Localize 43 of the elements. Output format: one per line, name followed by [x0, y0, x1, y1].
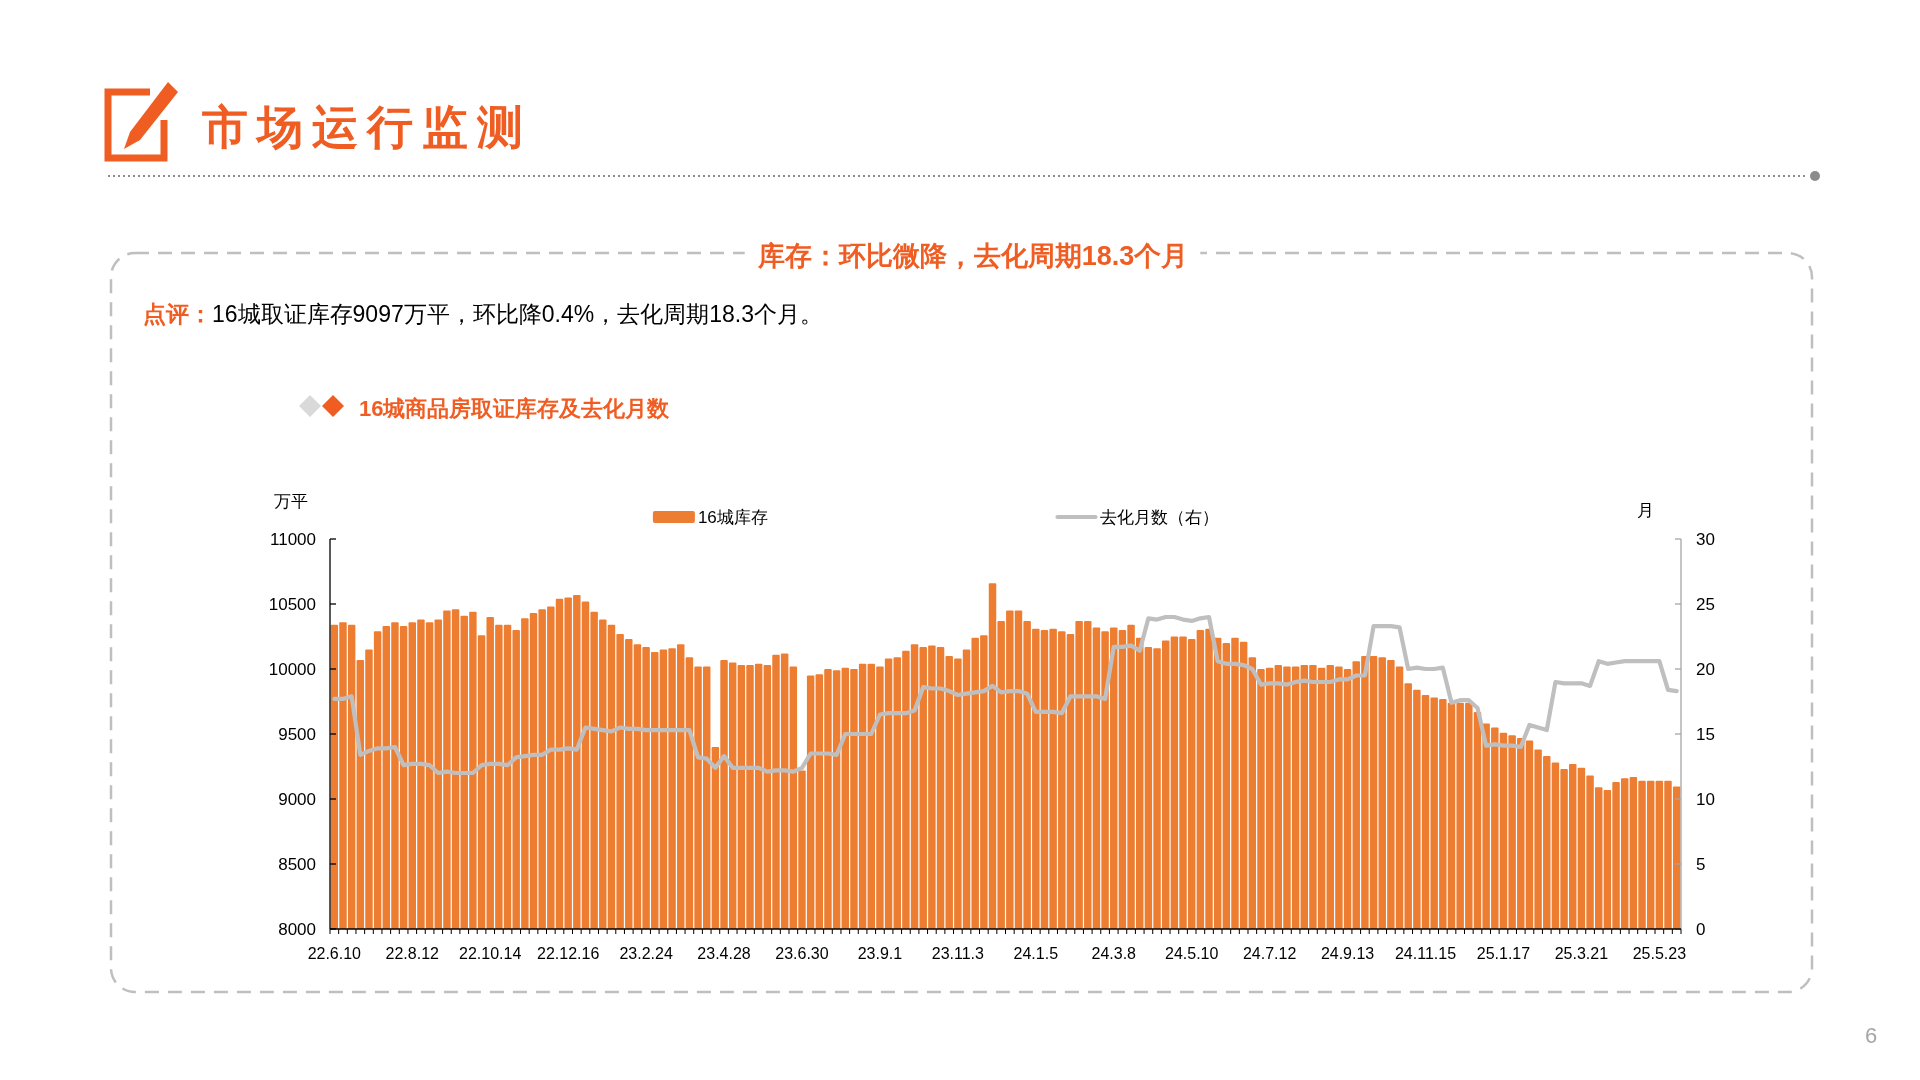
y-tick-label: 10000: [268, 660, 316, 679]
y-tick-label: 10500: [268, 595, 316, 614]
x-tick-label: 22.12.16: [537, 945, 600, 962]
y2-tick-label: 15: [1696, 725, 1715, 744]
x-tick-label: 24.3.8: [1091, 945, 1137, 962]
y2-tick-label: 5: [1696, 855, 1706, 874]
y2-tick-label: 20: [1696, 660, 1715, 679]
x-tick-label: 23.4.28: [697, 945, 751, 962]
chart-subtitle: 库存：环比微降，去化周期18.3个月: [756, 241, 1189, 271]
chart-title: 16城商品房取证库存及去化月数: [359, 396, 671, 421]
y-tick-label: 8000: [278, 920, 316, 939]
legend-label: 去化月数（右）: [1100, 508, 1220, 527]
y-tick-label: 8500: [278, 855, 316, 874]
x-tick-label: 22.8.12: [385, 945, 440, 962]
y-tick-label: 9000: [278, 790, 316, 809]
x-tick-label: 24.11.15: [1394, 945, 1457, 962]
x-tick-label: 24.5.10: [1165, 945, 1219, 962]
y-axis-title: 万平: [274, 492, 308, 511]
x-tick-label: 25.5.23: [1632, 945, 1687, 962]
y2-tick-label: 30: [1696, 530, 1715, 549]
y-tick-label: 11000: [269, 530, 316, 549]
text: 点评：: [143, 301, 212, 327]
x-tick-label: 25.1.17: [1476, 945, 1531, 962]
x-tick-label: 23.6.30: [775, 945, 829, 962]
legend-label: 16城库存: [697, 508, 768, 527]
x-tick-label: 23.11.3: [931, 945, 985, 962]
x-tick-label: 24.7.12: [1242, 945, 1297, 962]
y2-tick-label: 0: [1696, 920, 1706, 939]
y2-tick-label: 25: [1696, 595, 1715, 614]
x-tick-label: 22.10.14: [459, 945, 522, 962]
x-tick-label: 25.3.21: [1554, 945, 1609, 962]
x-tick-label: 24.9.13: [1320, 945, 1375, 962]
y-tick-label: 9500: [278, 725, 316, 744]
y2-axis-title: 月: [1636, 501, 1654, 520]
x-tick-label: 22.6.10: [307, 945, 362, 962]
y2-tick-label: 10: [1696, 790, 1715, 809]
x-tick-label: 23.9.1: [857, 945, 903, 962]
text: 市场运行监测: [202, 101, 532, 153]
x-tick-label: 24.1.5: [1013, 945, 1059, 962]
text: 6: [1864, 1023, 1878, 1048]
line-series: [332, 614, 1679, 776]
x-tick-label: 23.2.24: [619, 945, 673, 962]
text: 16城取证库存9097万平，环比降0.4%，去化周期18.3个月。: [212, 301, 823, 327]
